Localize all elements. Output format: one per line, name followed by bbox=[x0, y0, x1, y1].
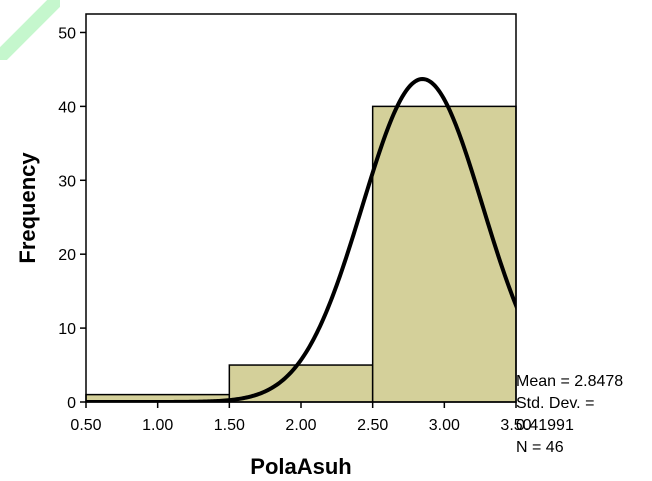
y-tick-label: 0 bbox=[67, 395, 76, 412]
stats-n: N = 46 bbox=[516, 439, 564, 456]
x-tick-label: 0.50 bbox=[70, 417, 101, 434]
y-tick-label: 10 bbox=[58, 321, 76, 338]
histogram-bar-3 bbox=[371, 105, 517, 403]
stats-box: Mean = 2.8478 Std. Dev. = 0.41991 N = 46 bbox=[516, 373, 623, 456]
x-tick-label: 3.50 bbox=[500, 417, 531, 434]
x-tick-label: 3.00 bbox=[429, 417, 460, 434]
y-tick-label: 30 bbox=[58, 173, 76, 190]
stats-sd-label: Std. Dev. = bbox=[516, 395, 594, 412]
stats-mean: Mean = 2.8478 bbox=[516, 373, 623, 390]
stats-sd-value: 0.41991 bbox=[516, 417, 574, 434]
y-tick-label: 20 bbox=[58, 247, 76, 264]
x-axis-title: PolaAsuh bbox=[250, 454, 351, 479]
x-tick-label: 2.50 bbox=[357, 417, 388, 434]
y-tick-label: 40 bbox=[58, 99, 76, 116]
x-tick-label: 2.00 bbox=[285, 417, 316, 434]
x-tick-label: 1.00 bbox=[142, 417, 173, 434]
y-axis-ticks: 0 10 20 30 40 50 bbox=[58, 25, 86, 412]
y-tick-label: 50 bbox=[58, 25, 76, 42]
x-axis-ticks: 0.50 1.00 1.50 2.00 2.50 3.00 3.50 bbox=[70, 402, 532, 434]
y-axis-title: Frequency bbox=[15, 152, 40, 264]
x-tick-label: 1.50 bbox=[214, 417, 245, 434]
